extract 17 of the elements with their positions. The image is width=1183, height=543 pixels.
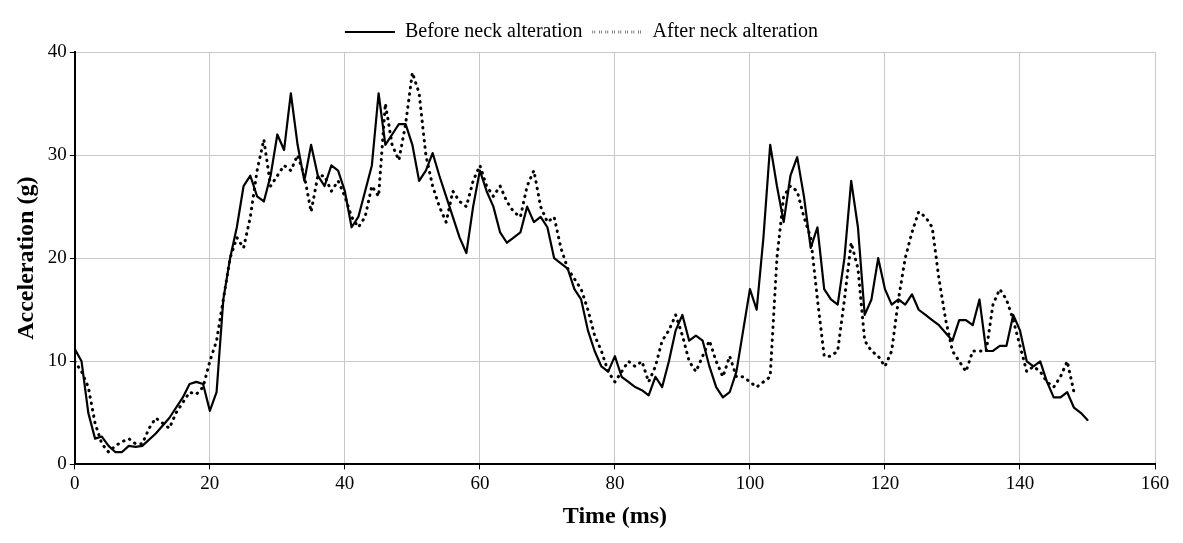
x-tick-label: 40 (335, 471, 355, 493)
y-tick-label: 20 (47, 246, 67, 268)
x-axis-title: Time (ms) (562, 501, 667, 528)
x-tick-label: 120 (870, 471, 900, 493)
x-tick-label: 60 (470, 471, 490, 493)
legend-label: Before neck alteration (404, 19, 583, 42)
x-tick-label: 160 (1140, 471, 1170, 493)
x-tick-label: 20 (200, 471, 220, 493)
legend-label: After neck alteration (652, 19, 819, 42)
x-tick-label: 140 (1005, 471, 1035, 493)
x-tick-label: 100 (735, 471, 765, 493)
y-tick-label: 30 (47, 143, 67, 165)
y-tick-label: 10 (47, 349, 67, 371)
y-tick-label: 0 (57, 452, 67, 474)
y-tick-label: 40 (47, 39, 67, 61)
x-tick-label: 80 (605, 471, 625, 493)
y-axis-title: Acceleration (g) (11, 176, 38, 340)
